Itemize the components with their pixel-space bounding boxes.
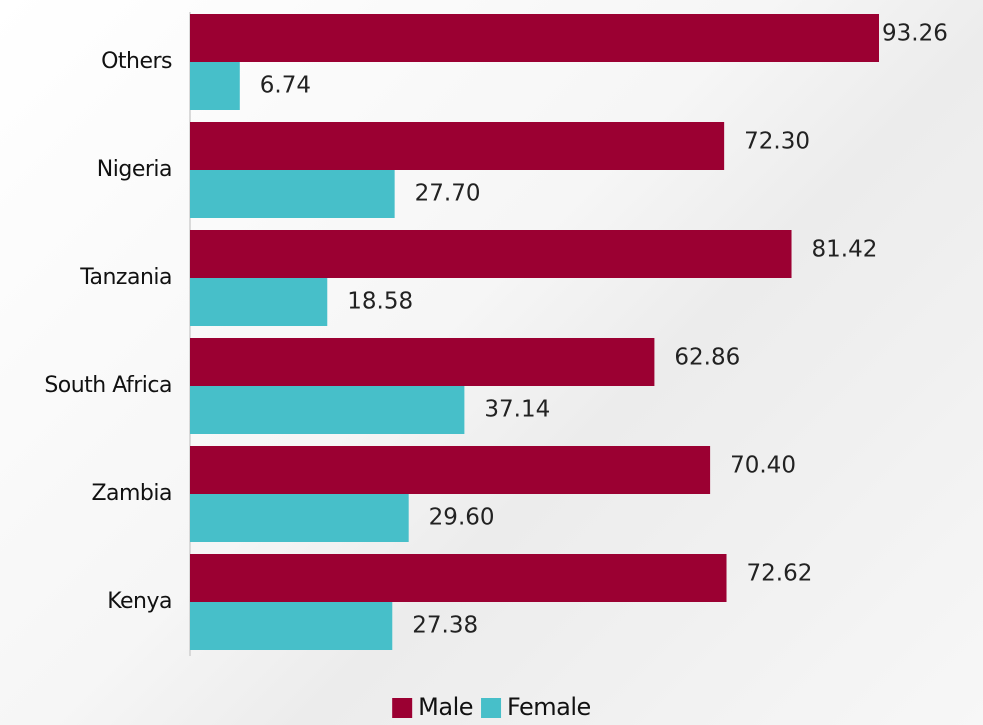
bar xyxy=(190,62,240,110)
bar xyxy=(190,278,328,326)
value-label: 18.58 xyxy=(347,289,413,315)
bar xyxy=(190,122,725,170)
category-label: Kenya xyxy=(107,589,172,614)
category-label: Zambia xyxy=(91,481,172,506)
bar xyxy=(190,554,727,602)
bar xyxy=(190,338,655,386)
value-label: 72.62 xyxy=(747,561,813,587)
value-label: 70.40 xyxy=(730,453,796,479)
value-label: 27.38 xyxy=(412,613,478,639)
value-label: 37.14 xyxy=(484,397,550,423)
bar xyxy=(190,386,465,434)
bar xyxy=(190,14,879,62)
legend-label: Male xyxy=(418,693,473,721)
legend-label: Female xyxy=(507,693,591,721)
value-label: 6.74 xyxy=(260,73,311,99)
category-label: Tanzania xyxy=(79,265,172,290)
bar xyxy=(190,602,393,650)
value-label: 81.42 xyxy=(812,237,878,263)
bar xyxy=(190,230,792,278)
value-label: 72.30 xyxy=(744,129,810,155)
bar xyxy=(190,170,395,218)
value-label: 93.26 xyxy=(882,21,948,47)
legend-swatch xyxy=(481,698,502,718)
bar xyxy=(190,494,409,542)
category-label: South Africa xyxy=(44,373,172,398)
value-label: 27.70 xyxy=(415,181,481,207)
value-label: 62.86 xyxy=(674,345,740,371)
category-label: Nigeria xyxy=(97,157,172,182)
value-label: 29.60 xyxy=(429,505,495,531)
legend-swatch xyxy=(392,698,413,718)
bar xyxy=(190,446,711,494)
category-label: Others xyxy=(101,49,172,74)
